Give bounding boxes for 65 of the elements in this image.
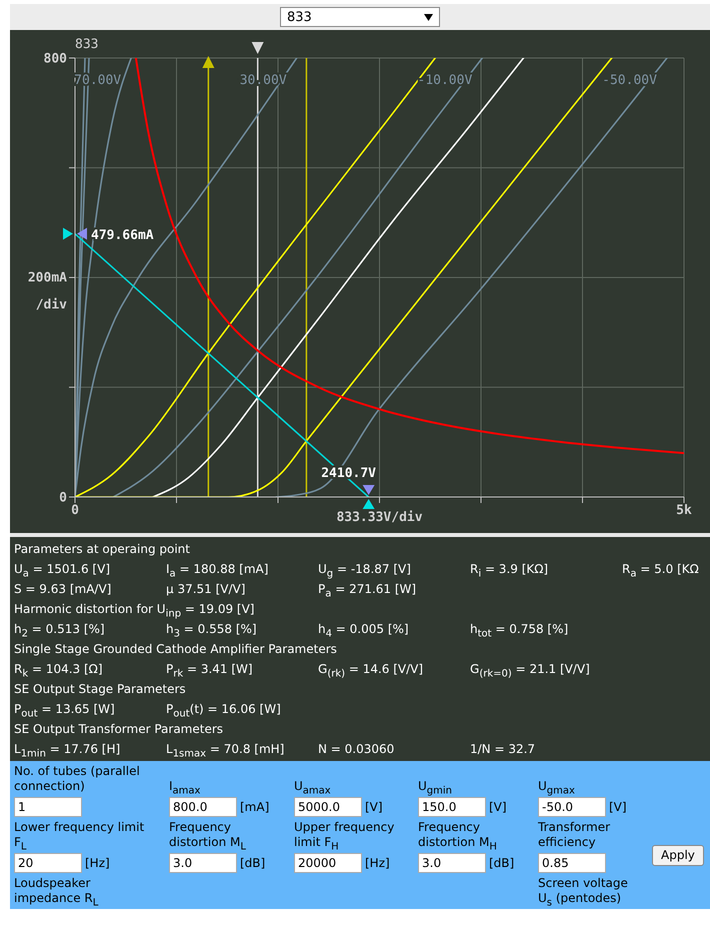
text: U$_{g}$ = -18.87 [V] [318, 562, 411, 580]
text: Frequency distortion M$_{L}$ [169, 820, 246, 852]
text: I$_{a}$ = 180.88 [mA] [166, 562, 268, 580]
chart-title: 833 [75, 37, 98, 52]
text: Parameters at operaing point [14, 542, 190, 556]
annotation: 479.66mA [91, 228, 154, 243]
text: 20000 [298, 856, 336, 870]
text: N = 0.03060 [318, 742, 394, 756]
text: U$_{gmin}$ [418, 779, 452, 796]
text: 20 [18, 856, 34, 870]
text: G$_{(rk)}$ = 14.6 [V/V] [318, 662, 424, 680]
text: [dB] [240, 856, 266, 870]
text: 5000.0 [298, 800, 340, 814]
text: [V] [365, 800, 383, 814]
text: 3.0 [173, 856, 192, 870]
text: Transformer efficiency [538, 820, 610, 849]
text: P$_{out}$ = 13.65 [W] [14, 702, 115, 720]
text: 1/N = 32.7 [470, 742, 536, 756]
text: h$_{3}$ = 0.558 [%] [166, 622, 257, 640]
text: P$_{rk}$ = 3.41 [W] [166, 662, 253, 680]
text: Lower frequency limit F$_{L}$ [14, 820, 144, 852]
text: 1 [18, 800, 26, 814]
text: -50.0 [542, 800, 574, 814]
text: U$_{a}$ = 1501.6 [V] [14, 562, 110, 580]
text: [dB] [489, 856, 514, 870]
text: μ 37.51 [V/V] [166, 582, 246, 596]
text: R$_{a}$ = 5.0 [KΩ [622, 562, 699, 580]
text: 0.85 [542, 856, 569, 870]
text: 3.0 [422, 856, 442, 870]
text: R$_{k}$ = 104.3 [Ω] [14, 662, 103, 680]
text: [V] [489, 800, 507, 814]
text: P$_{out}$(t) = 16.06 [W] [166, 702, 281, 720]
text: Screen voltage U$_{s}$ (pentodes) [538, 876, 628, 908]
x-tick-label: 5k [676, 503, 692, 518]
text: P$_{a}$ = 271.61 [W] [318, 582, 416, 600]
text: L$_{1min}$ = 17.76 [H] [14, 742, 120, 760]
text: U$_{amax}$ [294, 779, 331, 796]
text: Single Stage Grounded Cathode Amplifier Parameters [14, 642, 337, 656]
text: [V] [609, 800, 627, 814]
text: 150.0 [422, 800, 456, 814]
text: Upper frequency limit F$_{H}$ [294, 820, 394, 852]
x-axis-title: 833.33V/div [336, 510, 423, 525]
text: h$_{2}$ = 0.513 [%] [14, 622, 105, 640]
text: U$_{gmax}$ [538, 779, 575, 796]
text: Loudspeaker impedance R$_{L}$ [14, 876, 98, 908]
text: SE Output Stage Parameters [14, 682, 186, 696]
text: SE Output Transformer Parameters [14, 722, 224, 736]
text: h$_{4}$ = 0.005 [%] [318, 622, 409, 640]
y-axis-title: 200mA /div [28, 270, 68, 312]
text: h$_{tot}$ = 0.758 [%] [470, 622, 568, 640]
text: No. of tubes (parallel connection) [14, 764, 140, 793]
text: [Hz] [85, 856, 110, 870]
text: 833 [287, 10, 312, 24]
text: I$_{amax}$ [169, 779, 200, 796]
y-tick-label: 800 [44, 52, 68, 67]
text: R$_{i}$ = 3.9 [KΩ] [470, 562, 548, 580]
text: Apply [661, 848, 695, 862]
text: [Hz] [365, 856, 390, 870]
text: [mA] [240, 800, 270, 814]
text: Harmonic distortion for U$_{inp}$ = 19.09 [V] [14, 602, 254, 620]
text: Frequency distortion M$_{H}$ [418, 820, 497, 852]
text: S = 9.63 [mA/V] [14, 582, 112, 596]
text: 800.0 [173, 800, 208, 814]
text: L$_{1smax}$ = 70.8 [mH] [166, 742, 284, 760]
text: G$_{(rk=0)}$ = 21.1 [V/V] [470, 662, 590, 680]
